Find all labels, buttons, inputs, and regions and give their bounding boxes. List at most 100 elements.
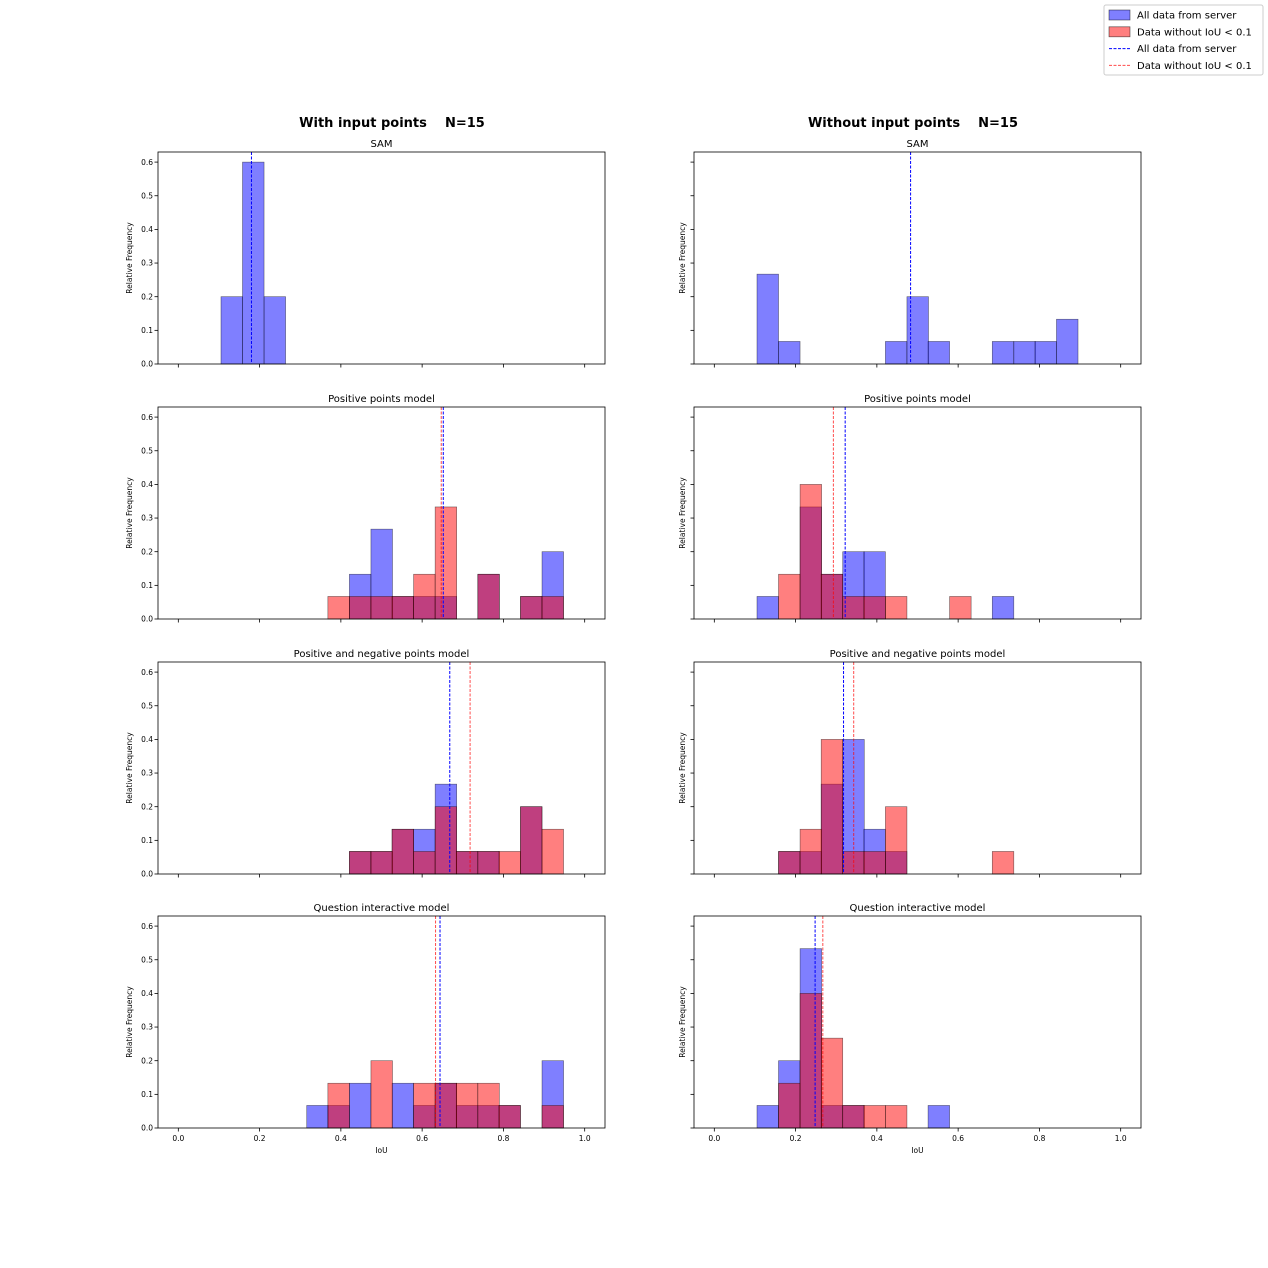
bar-all <box>263 296 286 365</box>
bar-filtered <box>799 484 822 620</box>
bar-filtered <box>778 1082 801 1129</box>
subplot-title: SAM <box>370 139 392 150</box>
bar-filtered <box>842 1105 865 1129</box>
y-axis-label: Relative Frequency <box>125 986 134 1058</box>
x-tick-label: 0.8 <box>497 1134 509 1143</box>
bar-filtered <box>541 828 564 875</box>
y-tick-label: 0.5 <box>141 446 153 455</box>
axes-frame <box>157 151 606 365</box>
legend: All data from server Data without IoU < 0… <box>1103 4 1264 76</box>
subplot-with-input-0: SAM 0.0 0.1 0.2 0.3 0.4 0.5 0.6 Relative Frequen… <box>125 139 606 369</box>
x-tick-label: 0.6 <box>952 1134 964 1143</box>
bar-filtered <box>370 596 393 620</box>
x-tick-label: 0.0 <box>172 1134 184 1143</box>
y-tick-label: 0.5 <box>141 955 153 964</box>
legend-label: Data without IoU < 0.1 <box>1137 61 1252 72</box>
y-tick-label: 0.6 <box>141 158 153 167</box>
y-tick-label: 0.2 <box>141 802 153 811</box>
bar-filtered <box>863 596 886 620</box>
y-axis-label: Relative Frequency <box>125 732 134 804</box>
axes-frame <box>693 915 1142 1129</box>
subplot-title: Positive and negative points model <box>830 649 1006 660</box>
panel-grid: SAM 0.0 0.1 0.2 0.3 0.4 0.5 0.6 Relative Frequen… <box>125 139 1142 1155</box>
x-tick-label: 0.4 <box>335 1134 347 1143</box>
y-tick-label: 0.6 <box>141 668 153 677</box>
bar-filtered <box>820 573 844 620</box>
bar-filtered <box>885 596 908 620</box>
bar-filtered <box>455 1082 479 1129</box>
x-tick-label: 0.8 <box>1033 1134 1045 1143</box>
axes-frame <box>157 406 606 620</box>
legend-label: All data from server <box>1137 44 1237 55</box>
bar-filtered <box>799 993 822 1129</box>
bar-filtered <box>327 596 350 620</box>
y-tick-label: 0.5 <box>141 191 153 200</box>
bar-filtered <box>778 851 801 875</box>
bar-all <box>1034 341 1057 365</box>
column-title-with-input: With input points N=15 <box>299 116 485 131</box>
bar-all <box>242 161 265 365</box>
bar-filtered <box>949 596 972 620</box>
x-tick-label: 1.0 <box>579 1134 591 1143</box>
bar-filtered <box>477 851 500 875</box>
bar-filtered <box>820 739 844 875</box>
y-tick-label: 0.6 <box>141 922 153 931</box>
bar-all <box>927 341 950 365</box>
x-tick-label: 1.0 <box>1115 1134 1127 1143</box>
x-tick-label: 0.4 <box>871 1134 883 1143</box>
bar-all <box>349 1082 372 1129</box>
legend-swatch-bar <box>1108 26 1131 38</box>
bar-all <box>220 296 243 365</box>
bar-all <box>991 596 1015 620</box>
subplot-without-input-1: Positive points model Relative Frequency <box>678 394 1142 623</box>
x-axis-label: IoU <box>375 1146 387 1155</box>
bar-all <box>991 341 1015 365</box>
bar-filtered <box>434 1082 457 1129</box>
subplot-with-input-3: Question interactive model 0.0 0.1 0.2 0.3 0.… <box>125 903 606 1155</box>
bar-all <box>927 1105 950 1129</box>
bar-filtered <box>370 851 393 875</box>
subplot-title: Positive points model <box>864 394 971 405</box>
bar-filtered <box>820 1037 844 1129</box>
y-tick-label: 0.2 <box>141 547 153 556</box>
bar-all <box>1013 341 1036 365</box>
subplot-title: Question interactive model <box>314 903 450 914</box>
y-tick-label: 0.5 <box>141 701 153 710</box>
bar-filtered <box>991 851 1015 875</box>
subplot-title: Question interactive model <box>850 903 986 914</box>
bar-filtered <box>863 851 886 875</box>
bar-filtered <box>799 828 822 875</box>
y-axis-label: Relative Frequency <box>125 477 134 549</box>
y-tick-label: 0.4 <box>141 225 153 234</box>
y-tick-label: 0.6 <box>141 413 153 422</box>
x-axis-label: IoU <box>911 1146 923 1155</box>
column-title-without-input: Without input points N=15 <box>808 116 1018 131</box>
y-tick-label: 0.0 <box>141 870 153 879</box>
y-axis-label: Relative Frequency <box>678 986 687 1058</box>
bar-filtered <box>327 1082 350 1129</box>
bar-all <box>306 1105 329 1129</box>
bar-filtered <box>885 806 908 875</box>
bar-all <box>885 341 908 365</box>
legend-label: Data without IoU < 0.1 <box>1137 27 1252 38</box>
bar-filtered <box>349 596 372 620</box>
subplot-without-input-3: Question interactive model 0.0 0.2 0.4 0.6 0.… <box>678 903 1142 1155</box>
bar-filtered <box>520 596 543 620</box>
y-tick-label: 0.3 <box>141 514 153 523</box>
bar-all <box>778 341 801 365</box>
subplot-with-input-1: Positive points model 0.0 0.1 0.2 0.3 0.4 0.5 0… <box>125 394 606 624</box>
y-tick-label: 0.1 <box>141 581 153 590</box>
y-tick-label: 0.4 <box>141 735 153 744</box>
y-axis-label: Relative Frequency <box>678 732 687 804</box>
axes-frame <box>157 661 606 875</box>
bar-filtered <box>477 573 500 620</box>
y-tick-label: 0.4 <box>141 989 153 998</box>
bar-all <box>1056 318 1079 365</box>
bar-filtered <box>778 573 801 620</box>
bar-filtered <box>434 506 457 620</box>
legend-frame <box>1103 4 1264 76</box>
subplot-without-input-2: Positive and negative points model Relati… <box>678 649 1142 878</box>
subplot-with-input-2: Positive and negative points model 0.0 0.1… <box>125 649 606 879</box>
y-tick-label: 0.2 <box>141 292 153 301</box>
